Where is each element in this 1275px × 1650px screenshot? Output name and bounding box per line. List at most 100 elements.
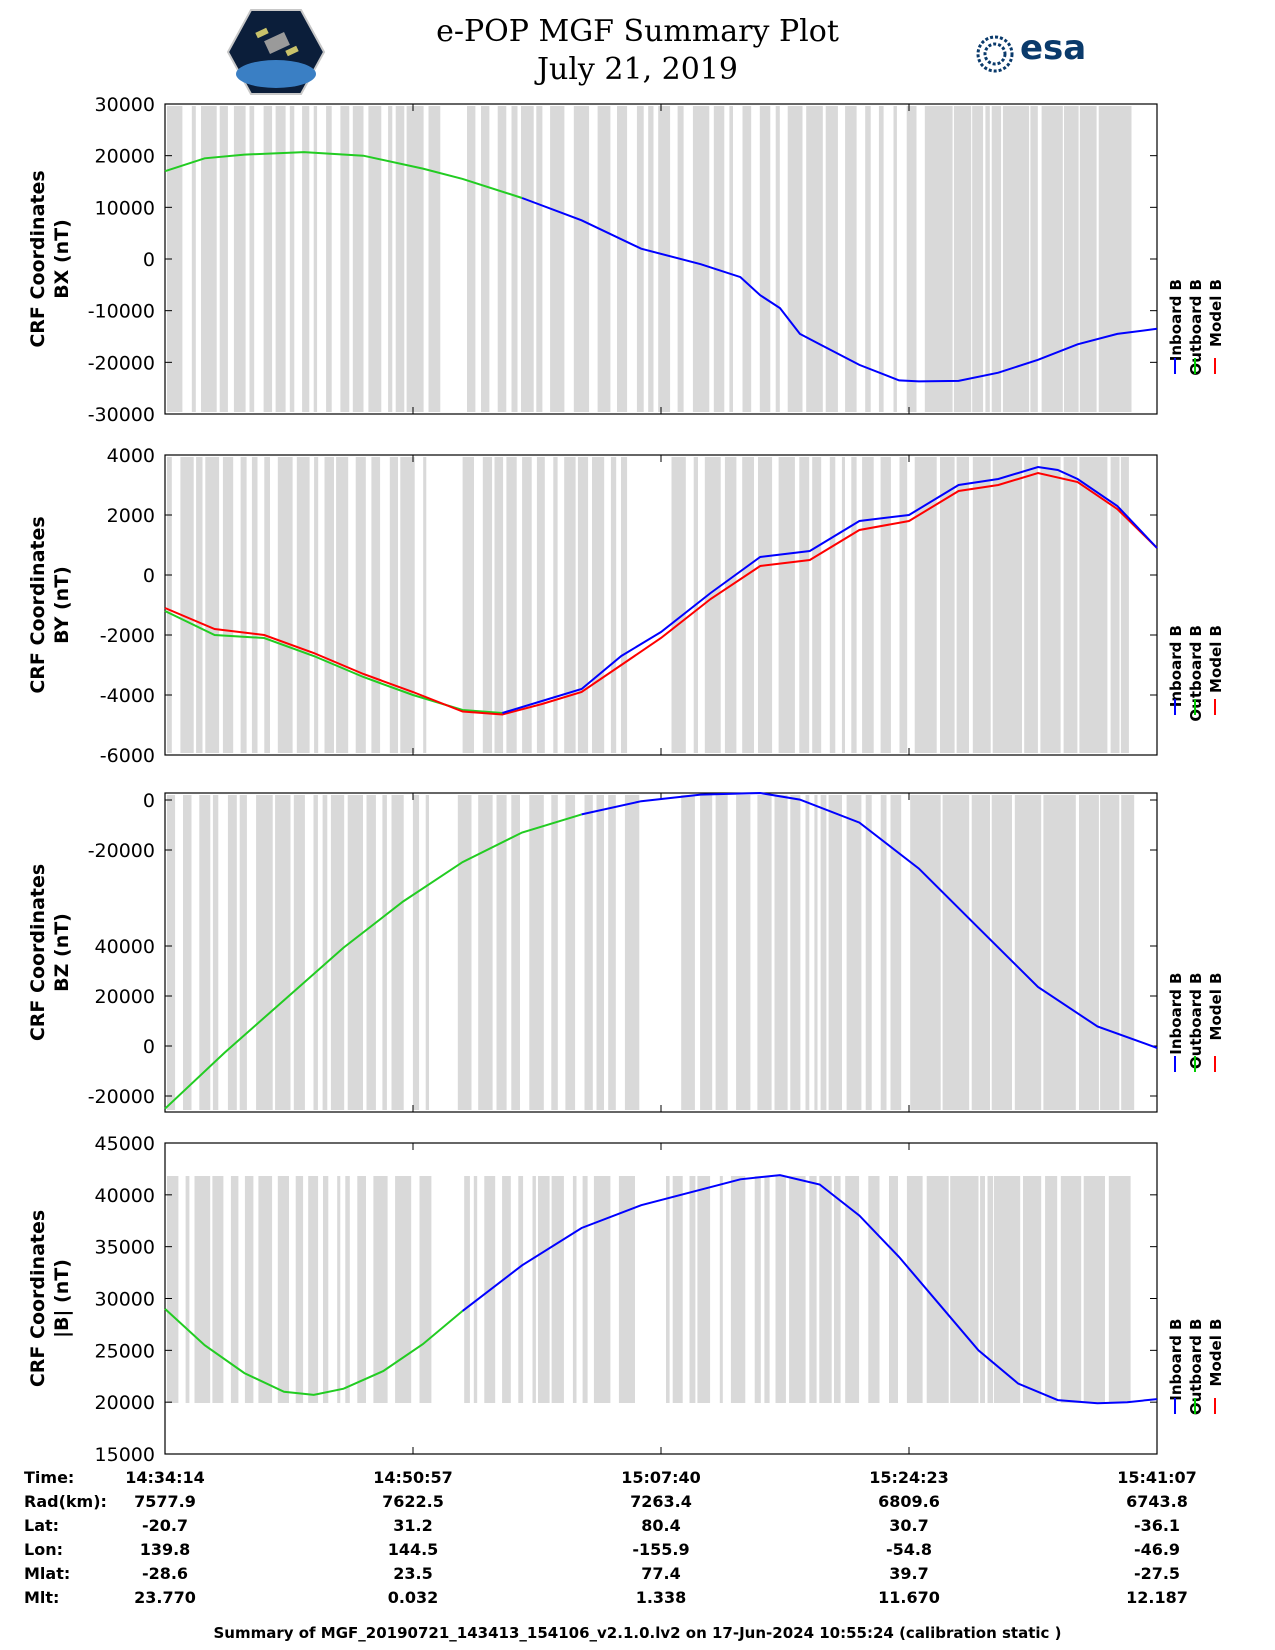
data-gap-stripe <box>522 457 532 753</box>
data-gap-stripe <box>742 457 754 753</box>
data-gap-stripe <box>806 106 823 412</box>
data-gap-stripe <box>697 1176 711 1403</box>
data-gap-stripe <box>313 106 318 412</box>
data-gap-stripe <box>775 106 780 412</box>
legend-label: Inboard B <box>1167 1319 1185 1401</box>
y-tick-label: 20000 <box>95 1392 155 1414</box>
data-gap-stripe <box>893 106 897 412</box>
data-gap-stripe <box>313 795 318 1110</box>
table-row-label: Lon: <box>24 1540 63 1559</box>
data-gap-stripe <box>742 106 752 412</box>
y-tick-label: 15000 <box>95 1444 155 1466</box>
data-gap-stripe <box>457 795 472 1110</box>
data-gap-stripe <box>880 795 887 1110</box>
data-gap-stripe <box>987 1176 994 1403</box>
data-gap-stripe <box>336 457 349 753</box>
data-gap-stripe <box>1120 457 1129 753</box>
table-row-label: Mlat: <box>24 1564 71 1583</box>
data-gap-stripe <box>196 457 203 753</box>
data-gap-stripe <box>337 1176 341 1403</box>
data-gap-stripe <box>809 1176 817 1403</box>
data-gap-stripe <box>1079 457 1108 753</box>
data-gap-stripe <box>314 457 319 753</box>
data-gap-stripe <box>506 457 517 753</box>
data-gap-stripe <box>1002 106 1030 412</box>
data-gap-stripe <box>666 1176 670 1403</box>
data-gap-stripe <box>412 795 420 1110</box>
data-gap-stripe <box>277 457 293 753</box>
y-tick-label: 2000 <box>107 505 155 527</box>
y-tick-label: 45000 <box>95 1133 155 1155</box>
data-gap-stripe <box>185 1176 190 1403</box>
data-gap-stripe <box>992 457 1022 753</box>
data-gap-stripe <box>263 106 273 412</box>
table-cell: -155.9 <box>632 1540 690 1559</box>
data-gap-stripe <box>845 1176 860 1403</box>
data-gap-stripe <box>754 1176 761 1403</box>
data-gap-stripe <box>395 1176 412 1403</box>
data-gap-stripe <box>1098 106 1132 412</box>
data-gap-stripe <box>521 106 534 412</box>
table-cell: -46.9 <box>1133 1540 1181 1559</box>
data-gap-stripe <box>1121 795 1135 1110</box>
data-gap-stripe <box>991 106 1002 412</box>
data-gap-stripe <box>275 106 286 412</box>
data-gap-stripe <box>572 1176 577 1403</box>
data-gap-stripe <box>201 106 217 412</box>
data-gap-stripe <box>582 1176 588 1403</box>
legend-label: Model B <box>1207 279 1225 347</box>
data-gap-stripe <box>366 795 376 1110</box>
data-gap-stripe <box>950 1176 979 1403</box>
data-gap-stripe <box>529 795 544 1110</box>
legend-label: Inboard B <box>1167 625 1185 707</box>
y-axis-label: BZ (nT) <box>51 913 73 992</box>
data-gap-stripe <box>212 1176 224 1403</box>
data-gap-stripe <box>764 1176 770 1403</box>
legend-label: Inboard B <box>1167 973 1185 1055</box>
legend-label: Model B <box>1207 625 1225 693</box>
y-axis-label: CRF Coordinates <box>27 516 49 693</box>
data-gap-stripe <box>1110 457 1120 753</box>
data-gap-stripe <box>1041 106 1063 412</box>
data-gap-stripe <box>230 1176 239 1403</box>
data-gap-stripe <box>275 795 291 1110</box>
y-axis-label: CRF Coordinates <box>27 170 49 347</box>
data-gap-stripe <box>789 1176 806 1403</box>
data-gap-stripe <box>994 1176 1021 1403</box>
data-gap-stripe <box>1045 1176 1058 1403</box>
data-gap-stripe <box>199 795 211 1110</box>
table-cell: 23.770 <box>134 1588 196 1607</box>
data-gap-stripe <box>167 106 183 412</box>
data-gap-stripe <box>1063 457 1078 753</box>
data-gap-stripe <box>167 1176 179 1403</box>
table-cell: 12.187 <box>1126 1588 1188 1607</box>
data-gap-stripe <box>1064 106 1079 412</box>
data-gap-stripe <box>865 795 872 1110</box>
table-cell: 6809.6 <box>878 1492 940 1511</box>
series-line-inboard-b <box>502 465 1158 714</box>
table-row-label: Rad(km): <box>24 1492 107 1511</box>
legend-label: Outboard B <box>1187 625 1205 722</box>
data-gap-stripe <box>264 457 270 753</box>
esa-logo-icon <box>976 35 1014 73</box>
data-gap-stripe <box>890 795 902 1110</box>
data-gap-stripe <box>1079 106 1097 412</box>
table-cell: -28.6 <box>141 1564 189 1583</box>
data-gap-stripe <box>593 1176 611 1403</box>
legend-label: Outboard B <box>1187 973 1205 1070</box>
table-cell: 15:24:23 <box>869 1468 949 1487</box>
data-gap-stripe <box>865 106 871 412</box>
y-tick-label: -10000 <box>88 301 155 323</box>
y-tick-label: -20000 <box>88 840 155 862</box>
data-gap-stripe <box>481 106 490 412</box>
data-gap-stripe <box>608 795 616 1110</box>
y-tick-label: 40000 <box>95 936 155 958</box>
table-cell: -27.5 <box>1133 1564 1181 1583</box>
data-gap-stripe <box>391 795 404 1110</box>
data-gap-stripe <box>419 1176 432 1403</box>
data-gap-stripe <box>1030 106 1038 412</box>
data-gap-stripe <box>473 1176 478 1403</box>
data-gap-stripe <box>819 1176 832 1403</box>
data-gap-stripe <box>494 457 504 753</box>
data-gap-stripe <box>592 457 605 753</box>
